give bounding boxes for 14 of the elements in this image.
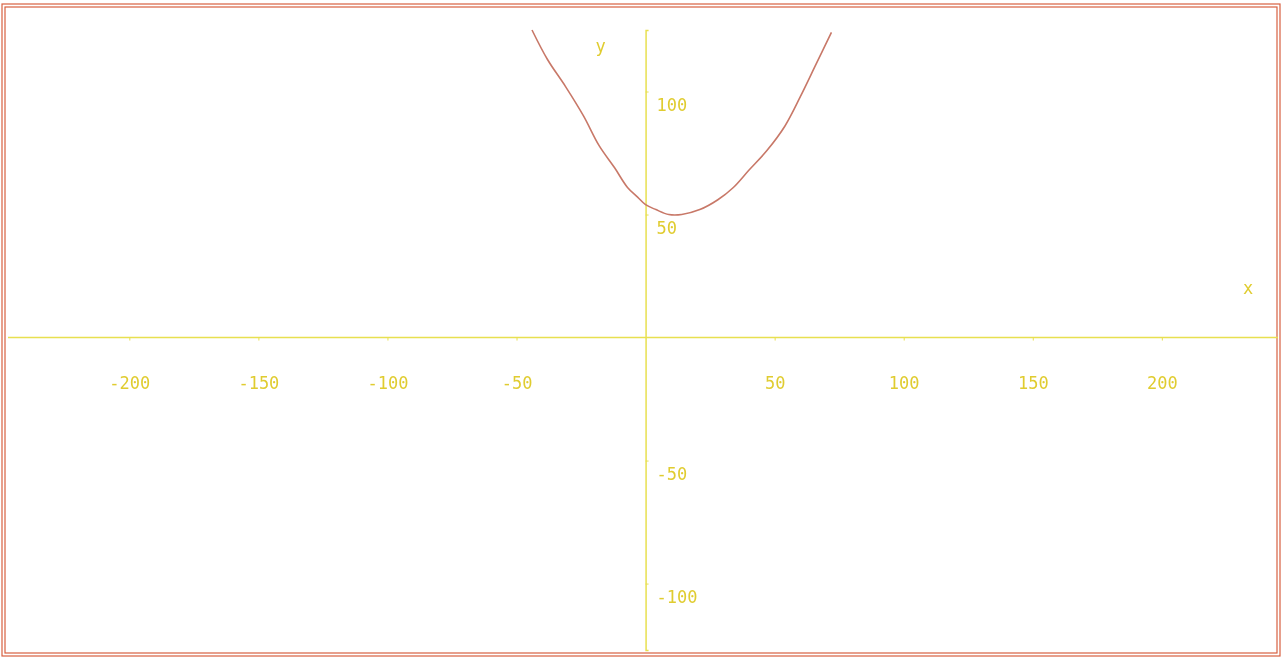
x-tick-label: -50 xyxy=(501,372,533,393)
x-tick-label: 50 xyxy=(764,372,786,393)
x-axis-title: x xyxy=(1242,277,1254,298)
x-tick-label: 100 xyxy=(888,372,920,393)
y-tick-label: 100 xyxy=(656,94,688,115)
x-tick-label: -100 xyxy=(367,372,409,393)
y-tick-label: -50 xyxy=(656,463,688,484)
x-tick-label: 200 xyxy=(1146,372,1178,393)
y-axis-title: y xyxy=(595,36,606,56)
x-tick-label: -200 xyxy=(109,372,151,393)
y-tick-label: 50 xyxy=(656,217,678,238)
y-tick-label: -100 xyxy=(656,586,698,607)
x-tick-label: -150 xyxy=(238,372,280,393)
x-tick-label: 150 xyxy=(1017,372,1049,393)
